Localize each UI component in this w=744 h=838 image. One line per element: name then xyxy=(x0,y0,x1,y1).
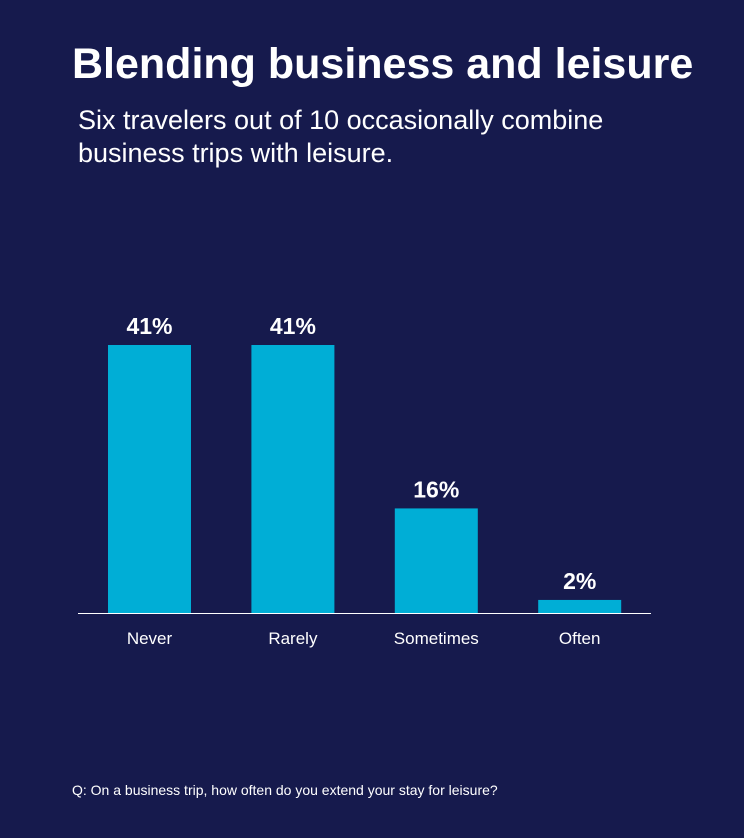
footnote: Q: On a business trip, how often do you … xyxy=(72,782,498,798)
chart-subtitle: Six travelers out of 10 occasionally com… xyxy=(78,105,604,168)
bar-never xyxy=(108,345,191,613)
data-label: 2% xyxy=(563,568,596,594)
x-tick-label: Sometimes xyxy=(394,629,479,648)
data-label: 41% xyxy=(126,313,172,339)
x-tick-label: Never xyxy=(127,629,173,648)
bar-sometimes xyxy=(394,508,478,613)
data-label: 16% xyxy=(413,476,459,502)
x-tick-label: Rarely xyxy=(268,629,318,648)
bar-often xyxy=(538,599,622,613)
x-tick-label: Often xyxy=(559,629,601,648)
chart-title: Blending business and leisure xyxy=(72,40,694,88)
bar-rarely xyxy=(251,345,335,613)
data-label: 41% xyxy=(270,313,316,339)
